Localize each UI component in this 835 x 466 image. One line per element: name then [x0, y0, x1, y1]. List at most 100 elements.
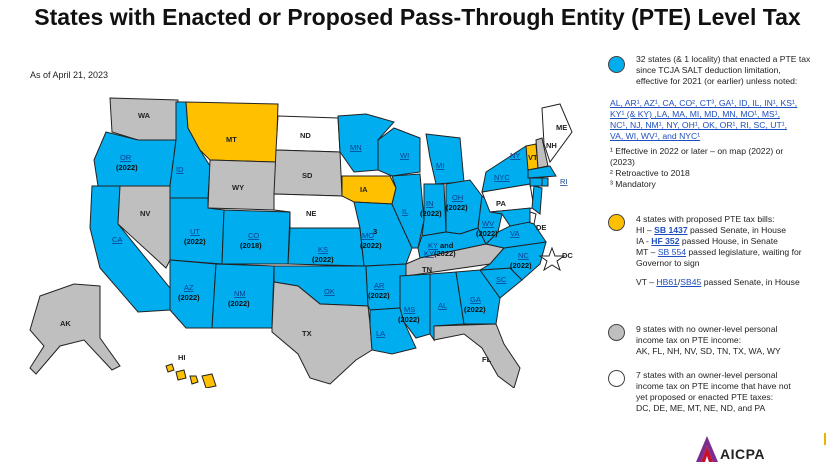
- accent-bar: [824, 433, 826, 445]
- label-mo: MO: [362, 231, 374, 240]
- label-hi: HI: [178, 353, 186, 362]
- vt-bill-link-1[interactable]: HB61: [656, 277, 678, 287]
- legend-dot-blue: [608, 56, 625, 73]
- legend-no-tax-line1: 9 states with no owner-level personal: [636, 324, 778, 334]
- label-mi: MI: [436, 161, 444, 170]
- legend-enacted-line1: 32 states (& 1 locality) that enacted a …: [636, 54, 811, 64]
- year-mo: (2022): [360, 241, 382, 250]
- label-mt: MT: [226, 135, 237, 144]
- label-in: IN: [426, 199, 434, 208]
- state-tx: [271, 281, 373, 385]
- label-ky: KY: [428, 241, 438, 250]
- proposed-vt: VT – HB61/SB45 passed Senate, in House: [636, 277, 800, 287]
- enacted-list-2[interactable]: KY¹ (& KY) ,LA, MA, MI, MD, MN, MO¹, MS¹…: [610, 109, 780, 119]
- year-nc: (2022): [510, 261, 532, 270]
- label-id: ID: [176, 165, 184, 174]
- label-la: LA: [376, 329, 385, 338]
- state-nj: [531, 185, 543, 215]
- label-ok: OK: [324, 287, 335, 296]
- aicpa-logo-text: AICPA: [720, 446, 766, 462]
- label-sc: SC: [496, 275, 507, 284]
- label-nc: NC: [518, 251, 529, 260]
- state-ak: [29, 283, 121, 375]
- year-in: (2022): [420, 209, 442, 218]
- label-sd: SD: [302, 171, 313, 180]
- label-mn: MN: [350, 143, 362, 152]
- year-ms: (2022): [398, 315, 420, 324]
- label-nyc: NYC: [494, 173, 510, 182]
- year-or: (2022): [116, 163, 138, 172]
- legend-not-proposed-line3: yet proposed or enacted PTE taxes:: [636, 392, 774, 402]
- year-ar: (2022): [368, 291, 390, 300]
- state-me: [541, 103, 573, 164]
- label-nm: NM: [234, 289, 246, 298]
- label-il: IL: [402, 207, 408, 216]
- legend-not-proposed-line1: 7 states with an owner-level personal: [636, 370, 778, 380]
- label-va: VA: [510, 229, 519, 238]
- label-nv: NV: [140, 209, 150, 218]
- state-hi-2: [175, 369, 187, 381]
- legend-enacted-line3: effective for 2021 (or earlier) unless n…: [636, 76, 798, 86]
- label-wa: WA: [138, 111, 151, 120]
- label-wv: WV: [482, 219, 494, 228]
- state-ma: [527, 165, 557, 179]
- label-wi: WI: [400, 151, 409, 160]
- label-ky2: KY: [424, 249, 434, 258]
- state-il: [391, 173, 425, 249]
- label-ak: AK: [60, 319, 71, 328]
- label-ga: GA: [470, 295, 481, 304]
- mt-bill-link[interactable]: SB 554: [657, 247, 687, 257]
- note-2: ² Retroactive to 2018: [610, 168, 690, 178]
- label-ri: RI: [560, 177, 568, 186]
- state-hi-1: [165, 363, 175, 373]
- label-or: OR: [120, 153, 132, 162]
- legend-dot-gray: [608, 324, 625, 341]
- legend-no-tax-line3: AK, FL, NH, NV, SD, TN, TX, WA, WY: [636, 346, 781, 356]
- state-mi: [425, 133, 465, 185]
- vt-bill-link-2[interactable]: SB45: [680, 277, 702, 287]
- label-co: CO: [248, 231, 259, 240]
- state-wi: [377, 127, 421, 177]
- hi-bill-link[interactable]: SB 1437: [654, 225, 688, 235]
- label-tx: TX: [302, 329, 312, 338]
- label-wy: WY: [232, 183, 244, 192]
- enacted-list-4[interactable]: VA, WI, WV¹, and NYC¹: [610, 131, 701, 141]
- state-nv: [117, 185, 171, 269]
- year-oh: (2022): [446, 203, 468, 212]
- enacted-list-3[interactable]: NC¹, NJ, NM¹, NY, OH¹, OK, OR¹, RI, SC, …: [610, 120, 787, 130]
- year-nm: (2022): [228, 299, 250, 308]
- label-de: DE: [536, 223, 546, 232]
- label-ne: NE: [306, 209, 316, 218]
- label-ia: IA: [360, 185, 368, 194]
- proposed-mt-cont: Governor to sign: [636, 258, 700, 268]
- legend-dot-white: [608, 370, 625, 387]
- year-ks: (2022): [312, 255, 334, 264]
- label-ny: NY: [510, 151, 520, 160]
- enacted-list-1[interactable]: AL, AR¹, AZ¹, CA, CO², CT³, GA¹, ID, IL,…: [610, 98, 798, 108]
- ia-bill-link[interactable]: HF 352: [651, 236, 680, 246]
- label-ms: MS: [404, 305, 415, 314]
- state-fl: [433, 323, 521, 388]
- us-map: WA OR (2022) CA NV ID MT WY UT (2022) CO…: [29, 97, 573, 388]
- note-1b: (2023): [610, 157, 635, 167]
- legend-enacted-list: AL, AR¹, AZ¹, CA, CO², CT³, GA¹, ID, IL,…: [610, 98, 832, 190]
- label-pa: PA: [496, 199, 506, 208]
- legend-enacted-line2: since TCJA SALT deduction limitation,: [636, 65, 781, 75]
- sup-mo: 3: [373, 227, 377, 236]
- note-3: ³ Mandatory: [610, 179, 656, 189]
- label-dc: DC: [562, 251, 573, 260]
- state-ri: [541, 177, 549, 187]
- label-nd: ND: [300, 131, 311, 140]
- state-nm: [211, 263, 275, 329]
- legend-not-proposed-line2: income tax on PTE income that have not: [636, 381, 791, 391]
- label-al: AL: [438, 301, 447, 310]
- year-az: (2022): [178, 293, 200, 302]
- state-ct: [529, 177, 543, 187]
- state-ia: [341, 175, 397, 205]
- state-ga: [455, 269, 501, 325]
- state-dc: [538, 246, 566, 272]
- as-of-date: As of April 21, 2023: [30, 70, 109, 80]
- proposed-hi: HI – SB 1437 passed Senate, in House: [636, 225, 787, 235]
- legend-proposed-line1: 4 states with proposed PTE tax bills:: [636, 214, 775, 224]
- label-ut: UT: [190, 227, 200, 236]
